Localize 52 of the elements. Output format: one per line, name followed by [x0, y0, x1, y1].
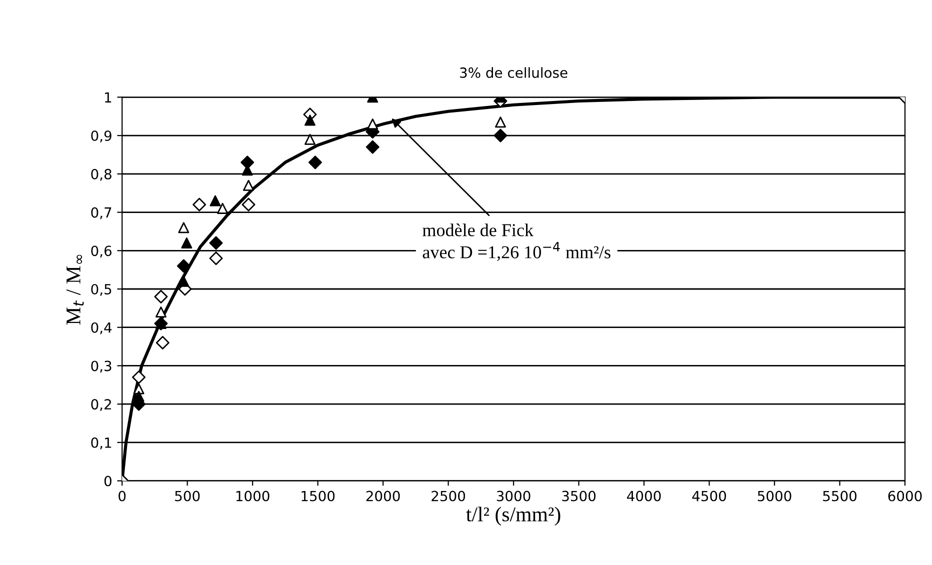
x-tick-label: 1500: [302, 490, 335, 502]
point: [132, 370, 146, 384]
x-tick-label: 6000: [888, 490, 922, 502]
point: [243, 180, 254, 191]
annotation: modèle de Fick avec D =1,26 10$^{−4}$ mm²/s: [422, 224, 610, 261]
point: [367, 118, 378, 130]
x-tick-label: 5000: [758, 490, 792, 502]
x-tick-label: 2500: [432, 490, 466, 502]
point: [209, 252, 223, 266]
x-tick-label: 5500: [823, 490, 856, 502]
point: [155, 306, 166, 318]
y-tick-label: 0,1: [91, 437, 112, 450]
point: [494, 128, 508, 142]
point: [304, 134, 316, 145]
y-tick-label: 0,2: [91, 399, 111, 411]
point: [494, 116, 506, 128]
x-tick-label: 0: [118, 490, 126, 502]
x-axis-title: t/l² (s/mm²): [466, 506, 560, 526]
y-tick-label: 0,6: [91, 246, 112, 258]
point: [240, 156, 254, 170]
x-tick-label: 3500: [562, 490, 596, 502]
y-axis-title: M$_{t}$ / M$_{∞}$: [66, 254, 84, 325]
y-tick-label: 0,9: [91, 130, 112, 142]
y-tick-label: 0,5: [91, 284, 112, 296]
point: [242, 198, 256, 212]
point: [178, 222, 190, 234]
x-tick-label: 3000: [496, 490, 530, 502]
point: [304, 114, 316, 126]
y-tick-label: 0,8: [91, 168, 112, 181]
point: [366, 140, 380, 154]
point: [192, 198, 206, 212]
point: [154, 290, 168, 304]
point: [156, 336, 170, 350]
x-tick-label: 2000: [366, 490, 400, 502]
x-tick-label: 500: [175, 490, 200, 502]
x-tick-label: 1000: [236, 490, 270, 502]
chart-title: 3% de cellulose: [460, 67, 568, 78]
point: [181, 237, 192, 248]
y-tick-label: 0,3: [91, 360, 112, 373]
point: [133, 390, 144, 402]
point: [217, 202, 228, 214]
point: [209, 236, 223, 250]
y-tick-label: 0: [104, 476, 112, 486]
x-tick-label: 4500: [692, 490, 726, 502]
point: [178, 276, 190, 287]
point: [210, 195, 221, 206]
x-tick-label: 4000: [627, 490, 661, 502]
y-tick-label: 1: [105, 92, 112, 102]
y-tick-label: 0,4: [91, 322, 112, 334]
y-tick-label: 0,7: [91, 207, 112, 220]
point: [308, 156, 322, 170]
point: [176, 259, 190, 273]
